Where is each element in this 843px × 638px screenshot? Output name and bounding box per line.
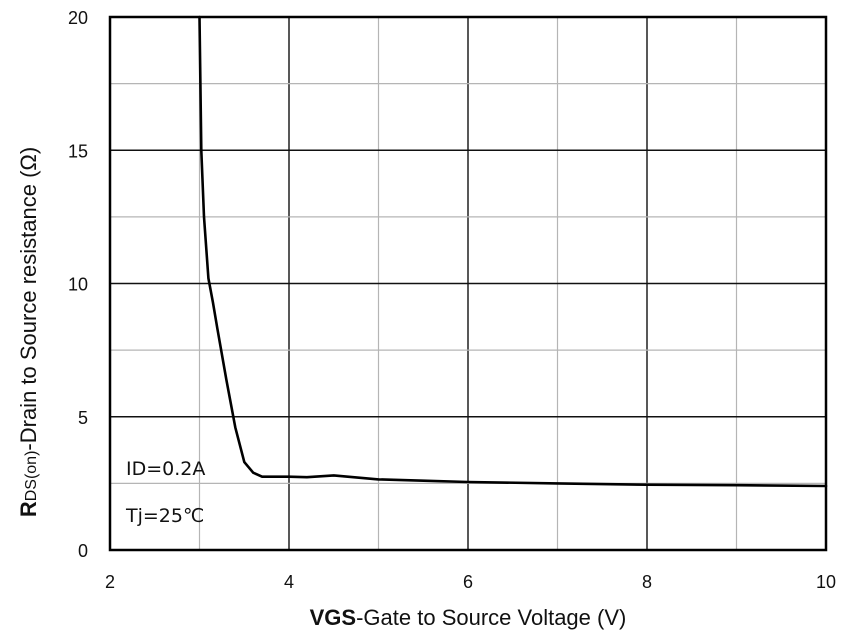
x-tick-label: 4 <box>284 572 294 592</box>
grid <box>110 17 826 550</box>
plot-frame <box>108 15 828 552</box>
x-axis-label-symbol: VGS <box>310 605 356 630</box>
x-tick-label: 8 <box>642 572 652 592</box>
y-axis-label-text: -Drain to Source resistance (Ω) <box>16 147 41 451</box>
y-tick-label: 15 <box>68 141 88 161</box>
x-axis-label: VGS-Gate to Source Voltage (V) <box>310 605 627 630</box>
y-axis-label: RDS(on)-Drain to Source resistance (Ω) <box>16 147 41 517</box>
annotation-temperature: Tj=25℃ <box>125 505 204 527</box>
annotation-current: ID=0.2A <box>126 458 205 480</box>
y-axis-label-subscript: DS(on) <box>23 451 40 502</box>
x-tick-labels: 2 4 6 8 10 <box>105 572 836 592</box>
x-tick-label: 6 <box>463 572 473 592</box>
y-tick-label: 20 <box>68 8 88 28</box>
y-tick-label: 0 <box>78 541 88 561</box>
x-axis-label-text: -Gate to Source Voltage (V) <box>356 605 626 630</box>
series-line-rds-on <box>198 15 828 488</box>
y-axis-label-symbol: R <box>16 501 41 517</box>
y-tick-label: 5 <box>78 408 88 428</box>
x-tick-label: 10 <box>816 572 836 592</box>
y-tick-label: 10 <box>68 275 88 295</box>
y-tick-labels: 0 5 10 15 20 <box>68 8 88 561</box>
x-tick-label: 2 <box>105 572 115 592</box>
